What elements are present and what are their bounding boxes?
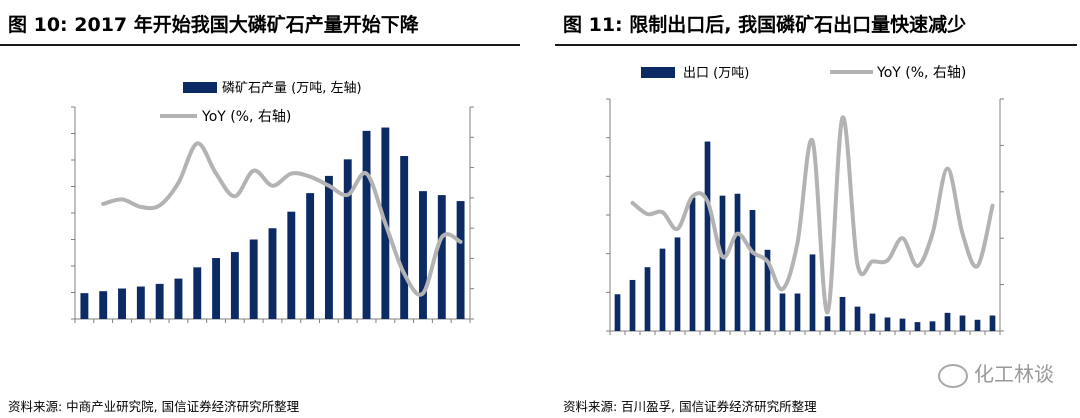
left-bar: [212, 258, 221, 319]
left-chart-panel: 图 10: 2017 年开始我国大磷矿石产量开始下降 磷矿石产量 (万吨, 左轴…: [0, 0, 530, 418]
watermark: 化工林谈: [938, 358, 1054, 388]
left-bar: [343, 159, 352, 319]
right-legend-line-label: YoY (%, 右轴): [876, 65, 966, 81]
left-bar: [400, 156, 409, 319]
left-bar: [419, 191, 427, 319]
right-bar: [884, 317, 891, 331]
left-bar: [287, 211, 296, 319]
left-bar: [230, 252, 239, 319]
left-legend: 磷矿石产量 (万吨, 左轴) YoY (%, 右轴): [160, 81, 362, 125]
left-bar: [437, 195, 446, 319]
left-bar: [80, 293, 89, 319]
right-bar: [989, 315, 996, 331]
right-bar: [779, 293, 786, 331]
right-bar: [719, 195, 726, 331]
right-bar: [689, 197, 696, 331]
right-bar: [899, 318, 906, 331]
wechat-icon: [938, 363, 968, 388]
left-bar: [99, 291, 108, 319]
right-legend: 出口 (万吨) YoY (%, 右轴): [641, 65, 966, 81]
left-yoy-line: [101, 141, 463, 297]
right-bar: [914, 322, 921, 331]
left-legend-bar-label: 磷矿石产量 (万吨, 左轴): [222, 81, 362, 96]
right-bar: [659, 248, 666, 331]
right-bar: [869, 313, 876, 331]
left-bar: [136, 286, 145, 319]
left-source-note: 资料来源: 中商产业研究院, 国信证券经济研究所整理: [8, 399, 300, 414]
left-bar: [268, 228, 277, 319]
left-bar: [362, 130, 371, 319]
right-title-rule: [555, 44, 1077, 46]
watermark-text: 化工林谈: [974, 362, 1054, 386]
right-bar: [614, 294, 621, 331]
right-bar: [839, 296, 846, 331]
right-source-note: 资料来源: 百川盈孚, 国信证券经济研究所整理: [563, 399, 817, 414]
left-bar: [155, 283, 164, 319]
right-chart-panel: 图 11: 限制出口后, 我国磷矿石出口量快速减少 出口 (万吨) YoY (%…: [555, 0, 1080, 418]
right-bar: [764, 249, 771, 331]
left-bar: [193, 267, 202, 319]
left-bar: [249, 239, 258, 319]
right-chart-title: 图 11: 限制出口后, 我国磷矿石出口量快速减少: [563, 14, 967, 36]
left-plot-area: [71, 106, 474, 323]
right-bar: [929, 321, 936, 331]
right-plot-area: [606, 98, 1004, 335]
left-chart: 磷矿石产量 (万吨, 左轴) YoY (%, 右轴): [71, 81, 474, 323]
right-bar: [974, 319, 981, 331]
left-bar: [118, 288, 126, 319]
right-bar: [794, 293, 801, 331]
right-bar: [959, 315, 966, 331]
right-bar: [644, 267, 651, 331]
right-bar: [944, 312, 951, 331]
left-bar: [306, 193, 315, 319]
left-legend-line-label: YoY (%, 右轴): [201, 109, 291, 125]
right-bar: [824, 316, 831, 331]
right-bar: [704, 141, 711, 331]
left-bar: [174, 278, 183, 319]
left-legend-bar-swatch: [183, 82, 217, 93]
right-yoy-line: [630, 115, 995, 315]
left-chart-title: 图 10: 2017 年开始我国大磷矿石产量开始下降: [8, 14, 419, 36]
right-chart: 出口 (万吨) YoY (%, 右轴): [606, 65, 1004, 335]
right-bar: [749, 209, 756, 331]
right-bar: [734, 193, 741, 331]
right-bar: [674, 237, 681, 331]
right-legend-bar-label: 出口 (万吨): [683, 66, 749, 81]
left-bar: [456, 201, 465, 319]
right-legend-bar-swatch: [641, 67, 675, 78]
right-bar: [854, 306, 861, 331]
left-title-rule: [0, 44, 520, 46]
right-bar: [629, 279, 636, 331]
right-bar: [809, 254, 816, 331]
left-bar: [324, 175, 333, 319]
